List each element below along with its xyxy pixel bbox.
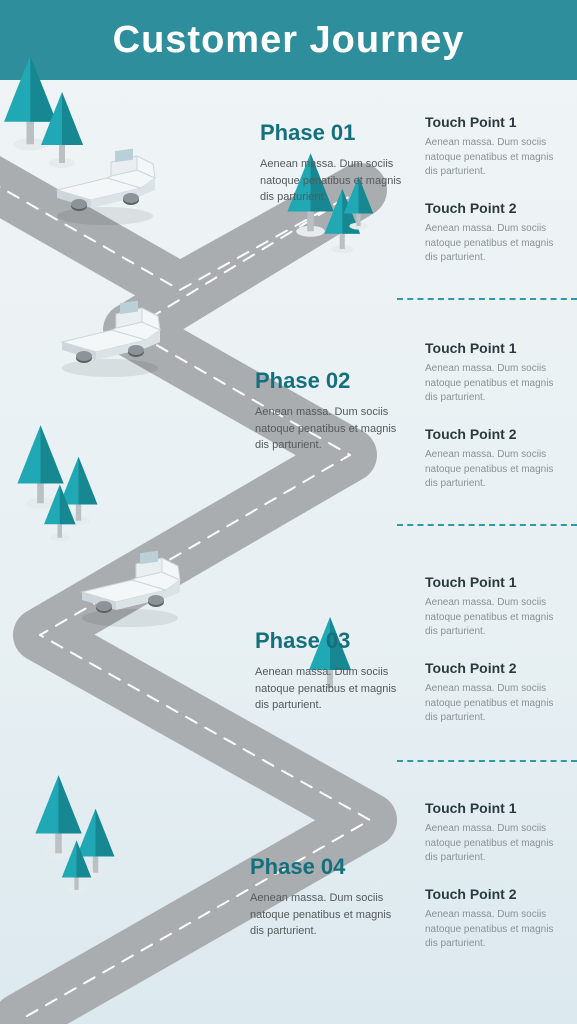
touchpoint-title: Touch Point 2	[425, 200, 565, 216]
phase-description: Aenean massa. Dum sociis natoque penatib…	[255, 664, 405, 714]
phase-block: Phase 01 Aenean massa. Dum sociis natoqu…	[260, 120, 410, 206]
touchpoint-title: Touch Point 1	[425, 574, 565, 590]
phase-title: Phase 01	[260, 120, 410, 146]
touchpoint-block: Touch Point 2 Aenean massa. Dum sociis n…	[425, 426, 565, 506]
touchpoint-description: Aenean massa. Dum sociis natoque penatib…	[425, 222, 565, 266]
phase-block: Phase 04 Aenean massa. Dum sociis natoqu…	[250, 854, 400, 940]
touchpoint-description: Aenean massa. Dum sociis natoque penatib…	[425, 136, 565, 180]
phase-title: Phase 03	[255, 628, 405, 654]
touchpoint-title: Touch Point 2	[425, 426, 565, 442]
touchpoint-description: Aenean massa. Dum sociis natoque penatib…	[425, 448, 565, 492]
phase-title: Phase 04	[250, 854, 400, 880]
touchpoint-description: Aenean massa. Dum sociis natoque penatib…	[425, 362, 565, 406]
touchpoint-block: Touch Point 1 Aenean massa. Dum sociis n…	[425, 340, 565, 420]
touchpoint-description: Aenean massa. Dum sociis natoque penatib…	[425, 596, 565, 640]
phase-block: Phase 03 Aenean massa. Dum sociis natoqu…	[255, 628, 405, 714]
touchpoint-block: Touch Point 2 Aenean massa. Dum sociis n…	[425, 200, 565, 280]
touchpoint-block: Touch Point 1 Aenean massa. Dum sociis n…	[425, 574, 565, 654]
phase-description: Aenean massa. Dum sociis natoque penatib…	[260, 156, 410, 206]
touchpoint-block: Touch Point 1 Aenean massa. Dum sociis n…	[425, 800, 565, 880]
section-divider	[397, 524, 577, 526]
header: Customer Journey	[0, 0, 577, 80]
touchpoint-block: Touch Point 2 Aenean massa. Dum sociis n…	[425, 660, 565, 740]
touchpoint-title: Touch Point 2	[425, 660, 565, 676]
touchpoint-title: Touch Point 1	[425, 114, 565, 130]
section-divider	[397, 298, 577, 300]
touchpoint-title: Touch Point 1	[425, 800, 565, 816]
phase-description: Aenean massa. Dum sociis natoque penatib…	[255, 404, 405, 454]
phase-description: Aenean massa. Dum sociis natoque penatib…	[250, 890, 400, 940]
touchpoint-block: Touch Point 1 Aenean massa. Dum sociis n…	[425, 114, 565, 194]
touchpoint-description: Aenean massa. Dum sociis natoque penatib…	[425, 908, 565, 952]
touchpoint-description: Aenean massa. Dum sociis natoque penatib…	[425, 822, 565, 866]
touchpoint-block: Touch Point 2 Aenean massa. Dum sociis n…	[425, 886, 565, 966]
content-layer: Phase 01 Aenean massa. Dum sociis natoqu…	[0, 80, 577, 1024]
section-divider	[397, 760, 577, 762]
touchpoint-title: Touch Point 2	[425, 886, 565, 902]
phase-title: Phase 02	[255, 368, 405, 394]
touchpoint-description: Aenean massa. Dum sociis natoque penatib…	[425, 682, 565, 726]
page-title: Customer Journey	[113, 19, 465, 62]
phase-block: Phase 02 Aenean massa. Dum sociis natoqu…	[255, 368, 405, 454]
touchpoint-title: Touch Point 1	[425, 340, 565, 356]
